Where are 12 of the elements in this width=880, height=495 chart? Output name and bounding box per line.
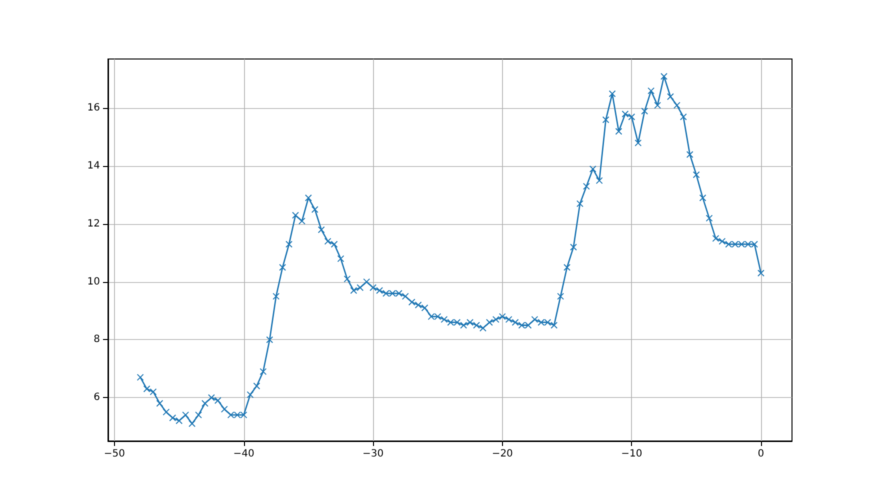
y-tick-label: 14 — [87, 160, 100, 172]
x-tick-label: −50 — [104, 448, 126, 460]
x-tick-label: 0 — [758, 448, 764, 460]
y-tick-label: 16 — [87, 102, 100, 114]
x-tick-label: −20 — [492, 448, 513, 460]
y-tick-label: 12 — [87, 218, 100, 230]
x-tick-label: −30 — [362, 448, 384, 460]
y-tick-label: 10 — [87, 276, 100, 288]
x-tick-label: −10 — [621, 448, 642, 460]
y-tick-label: 8 — [94, 334, 100, 346]
y-tick-label: 6 — [94, 392, 100, 404]
x-tick-label: −40 — [233, 448, 254, 460]
